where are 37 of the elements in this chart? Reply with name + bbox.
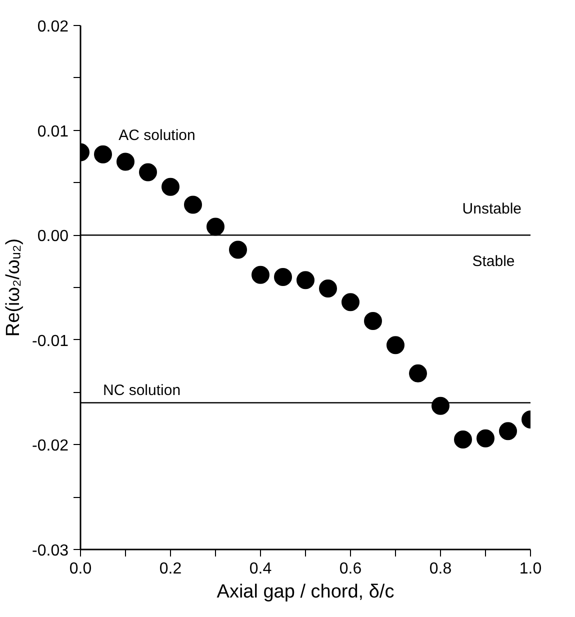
point — [184, 196, 202, 214]
point — [476, 429, 494, 448]
point — [454, 430, 472, 448]
y-tick-label: -0.02 — [32, 438, 69, 455]
x-tick-label: 0.0 — [69, 560, 92, 578]
annotation: Unstable — [462, 200, 522, 218]
y-tick-label: 0.02 — [37, 18, 69, 36]
point — [432, 396, 450, 415]
point — [386, 336, 404, 354]
x-tick-label: 0.2 — [159, 560, 182, 578]
annotation: Stable — [472, 252, 515, 270]
x-axis-title: Axial gap / chord, δ/c — [216, 582, 394, 602]
x-tick-label: 0.4 — [249, 560, 272, 578]
point — [139, 163, 157, 182]
annotation: AC solution — [118, 127, 196, 144]
y-tick-label: 0.01 — [37, 123, 69, 140]
x-tick-label: 0.6 — [339, 560, 362, 578]
point — [274, 268, 292, 286]
point — [252, 266, 270, 284]
point — [229, 240, 247, 259]
point — [206, 218, 224, 236]
x-tick-label: 1.0 — [519, 560, 542, 578]
y-tick-label: 0.00 — [37, 228, 69, 246]
y-axis-title: Re(iω₂/ωᵤ₂) — [3, 238, 24, 337]
point — [409, 364, 427, 382]
point — [342, 293, 360, 312]
point — [116, 152, 134, 171]
point — [296, 271, 314, 290]
x-tick-label: 0.8 — [429, 560, 452, 578]
point — [94, 145, 112, 164]
point — [319, 280, 337, 298]
point — [499, 422, 517, 440]
point — [162, 178, 180, 196]
point — [364, 312, 382, 330]
y-tick-label: -0.03 — [32, 542, 69, 560]
ref-line-label: NC solution — [103, 382, 181, 399]
y-tick-label: -0.01 — [32, 332, 69, 350]
